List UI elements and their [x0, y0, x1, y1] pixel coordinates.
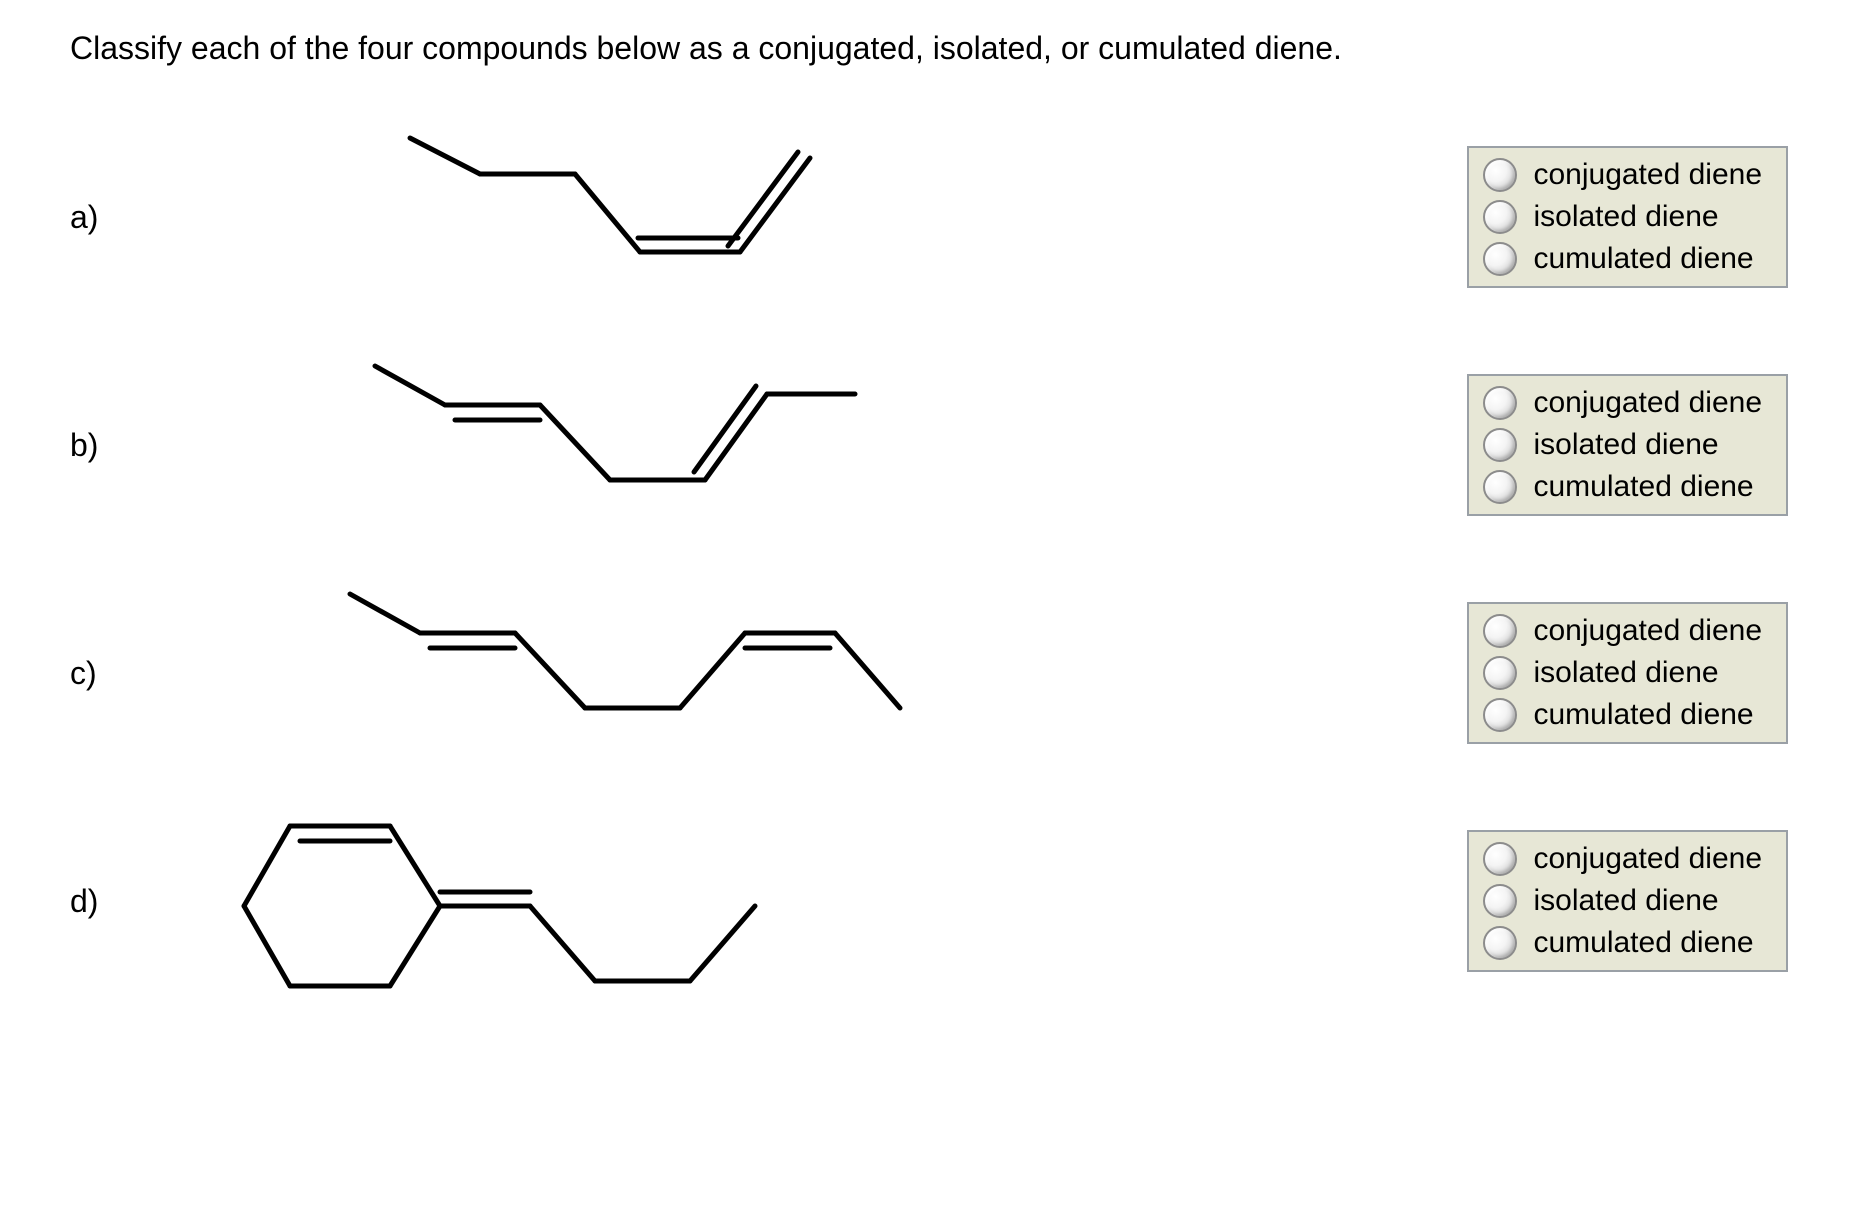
- answer-box-d: conjugated diene isolated diene cumulate…: [1467, 830, 1788, 972]
- compound-row-d: d) conjugated diene isolated diene cumul…: [70, 801, 1788, 1001]
- option-label: isolated diene: [1533, 884, 1718, 918]
- answer-col-c: conjugated diene isolated diene cumulate…: [1467, 602, 1788, 744]
- option-c-cumulated[interactable]: cumulated diene: [1483, 698, 1762, 732]
- structure-d-svg: [200, 796, 900, 1006]
- answer-col-b: conjugated diene isolated diene cumulate…: [1467, 374, 1788, 516]
- question-page: Classify each of the four compounds belo…: [0, 0, 1858, 1226]
- structure-b-svg: [315, 350, 905, 540]
- radio-icon: [1483, 470, 1517, 504]
- compound-label-c: c): [70, 655, 160, 692]
- option-b-isolated[interactable]: isolated diene: [1483, 428, 1762, 462]
- radio-icon: [1483, 842, 1517, 876]
- answer-box-a: conjugated diene isolated diene cumulate…: [1467, 146, 1788, 288]
- option-label: isolated diene: [1533, 200, 1718, 234]
- compound-label-b: b): [70, 427, 160, 464]
- question-text: Classify each of the four compounds belo…: [70, 30, 1788, 67]
- structure-b: [160, 345, 1060, 545]
- answer-box-c: conjugated diene isolated diene cumulate…: [1467, 602, 1788, 744]
- structure-d: [160, 801, 1060, 1001]
- option-label: isolated diene: [1533, 656, 1718, 690]
- answer-col-d: conjugated diene isolated diene cumulate…: [1467, 830, 1788, 972]
- option-b-conjugated[interactable]: conjugated diene: [1483, 386, 1762, 420]
- option-b-cumulated[interactable]: cumulated diene: [1483, 470, 1762, 504]
- radio-icon: [1483, 614, 1517, 648]
- option-a-conjugated[interactable]: conjugated diene: [1483, 158, 1762, 192]
- structure-a: [160, 117, 1060, 317]
- radio-icon: [1483, 200, 1517, 234]
- compound-row-a: a) conjugated diene isolated diene cumul…: [70, 117, 1788, 317]
- structure-a-svg: [350, 122, 870, 312]
- structure-c-svg: [290, 578, 930, 768]
- option-d-cumulated[interactable]: cumulated diene: [1483, 926, 1762, 960]
- option-label: cumulated diene: [1533, 926, 1753, 960]
- option-d-conjugated[interactable]: conjugated diene: [1483, 842, 1762, 876]
- radio-icon: [1483, 698, 1517, 732]
- option-label: conjugated diene: [1533, 158, 1762, 192]
- radio-icon: [1483, 242, 1517, 276]
- option-c-isolated[interactable]: isolated diene: [1483, 656, 1762, 690]
- radio-icon: [1483, 926, 1517, 960]
- radio-icon: [1483, 386, 1517, 420]
- option-label: cumulated diene: [1533, 242, 1753, 276]
- radio-icon: [1483, 428, 1517, 462]
- option-label: cumulated diene: [1533, 470, 1753, 504]
- answer-col-a: conjugated diene isolated diene cumulate…: [1467, 146, 1788, 288]
- option-d-isolated[interactable]: isolated diene: [1483, 884, 1762, 918]
- option-label: conjugated diene: [1533, 614, 1762, 648]
- answer-box-b: conjugated diene isolated diene cumulate…: [1467, 374, 1788, 516]
- radio-icon: [1483, 656, 1517, 690]
- option-c-conjugated[interactable]: conjugated diene: [1483, 614, 1762, 648]
- radio-icon: [1483, 884, 1517, 918]
- option-a-isolated[interactable]: isolated diene: [1483, 200, 1762, 234]
- compound-row-c: c) conjugated diene isolated diene cumul…: [70, 573, 1788, 773]
- structure-c: [160, 573, 1060, 773]
- compound-label-a: a): [70, 199, 160, 236]
- radio-icon: [1483, 158, 1517, 192]
- compound-row-b: b) conjugated diene isolated diene cumul…: [70, 345, 1788, 545]
- option-label: isolated diene: [1533, 428, 1718, 462]
- option-label: conjugated diene: [1533, 386, 1762, 420]
- option-a-cumulated[interactable]: cumulated diene: [1483, 242, 1762, 276]
- option-label: cumulated diene: [1533, 698, 1753, 732]
- option-label: conjugated diene: [1533, 842, 1762, 876]
- compound-label-d: d): [70, 883, 160, 920]
